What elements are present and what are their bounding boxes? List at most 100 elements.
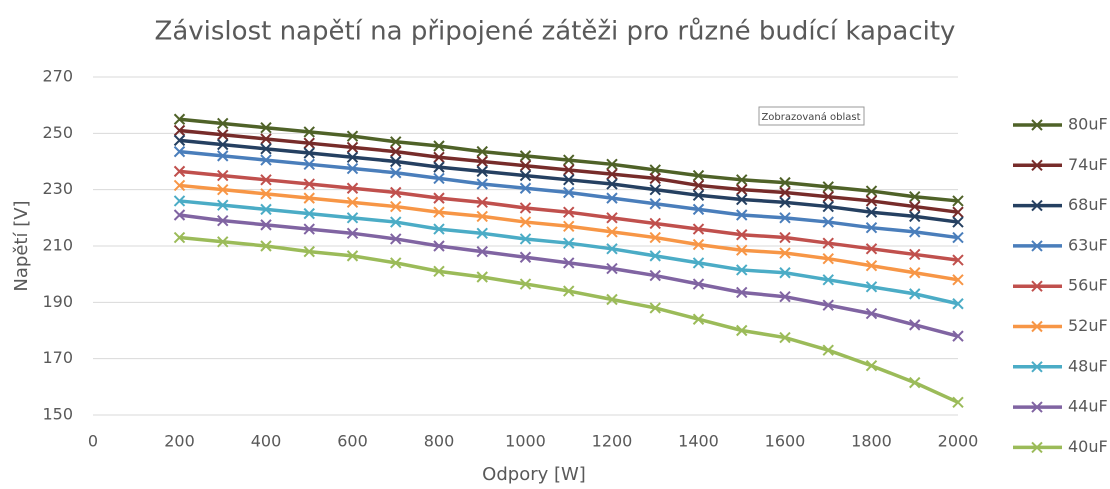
marker [692, 169, 705, 182]
marker [606, 158, 618, 171]
marker [952, 274, 964, 286]
marker [606, 192, 618, 204]
marker [779, 331, 791, 344]
marker [649, 164, 661, 176]
legend-label: 63uF [1068, 235, 1108, 254]
marker [433, 172, 445, 185]
series-line [179, 169, 959, 262]
marker [433, 223, 445, 235]
legend-marker [1031, 119, 1043, 131]
marker [822, 181, 834, 193]
marker [736, 193, 748, 206]
marker [173, 179, 186, 192]
marker [563, 220, 575, 232]
marker [173, 195, 186, 207]
marker [952, 195, 964, 207]
marker [173, 165, 186, 178]
marker [519, 169, 532, 182]
marker [217, 150, 229, 162]
marker [779, 290, 791, 303]
marker [649, 269, 661, 282]
marker [909, 248, 921, 261]
x-axis-label: Odpory [W] [482, 464, 586, 485]
legend-label: 56uF [1068, 276, 1108, 295]
marker [260, 154, 272, 166]
legend-label: 40uF [1068, 437, 1108, 456]
marker [865, 195, 878, 207]
marker [822, 252, 834, 265]
marker [390, 257, 402, 269]
x-tick-label: 2000 [938, 432, 979, 451]
marker [390, 186, 402, 199]
marker [217, 169, 229, 182]
marker [822, 200, 834, 213]
series-line [179, 213, 959, 338]
marker [433, 240, 445, 252]
marker [649, 183, 661, 196]
marker [736, 244, 748, 256]
legend-label: 74uF [1068, 155, 1108, 174]
legend-label: 80uF [1068, 115, 1108, 134]
marker [909, 376, 921, 389]
legend-marker [1031, 240, 1043, 252]
marker [303, 158, 315, 171]
marker [563, 257, 575, 269]
marker [822, 299, 834, 311]
marker [260, 133, 272, 145]
marker [173, 113, 186, 125]
marker [606, 262, 618, 275]
x-tick-label: 0 [88, 432, 98, 451]
marker [909, 267, 921, 279]
marker [390, 233, 402, 245]
marker [346, 162, 359, 175]
series-line [179, 199, 959, 306]
marker [390, 145, 402, 158]
marker [476, 196, 488, 209]
marker [606, 226, 618, 238]
marker [909, 210, 921, 223]
marker [563, 206, 575, 218]
marker [173, 124, 186, 137]
chart-title: Závislost napětí na připojené zátěži pro… [155, 17, 956, 47]
marker [260, 240, 272, 252]
annotation: Zobrazovaná oblast [761, 111, 860, 123]
marker [692, 257, 705, 269]
marker [606, 168, 618, 180]
legend-marker [1031, 320, 1043, 333]
marker [952, 396, 964, 409]
marker [692, 189, 705, 202]
marker [822, 191, 834, 203]
marker [952, 231, 964, 244]
marker [865, 206, 878, 218]
marker [476, 155, 488, 168]
legend-marker [1031, 199, 1043, 212]
marker [563, 174, 575, 186]
marker [563, 154, 575, 166]
legend-label: 48uF [1068, 356, 1108, 375]
marker [519, 150, 532, 162]
marker [779, 267, 791, 279]
marker [303, 207, 315, 220]
marker [476, 165, 488, 178]
marker [692, 238, 705, 251]
marker [865, 243, 878, 255]
marker [736, 174, 748, 186]
marker [779, 247, 791, 259]
marker [217, 199, 229, 211]
x-tick-label: 200 [164, 432, 195, 451]
marker [303, 178, 315, 190]
marker [736, 229, 748, 241]
marker [909, 200, 921, 213]
marker [909, 319, 921, 331]
marker [390, 155, 402, 168]
marker [649, 198, 661, 210]
marker [346, 130, 359, 142]
marker [173, 145, 186, 158]
marker [692, 278, 705, 290]
marker [519, 278, 532, 290]
x-tick-label: 1800 [851, 432, 892, 451]
marker [909, 191, 921, 203]
marker [736, 324, 748, 337]
marker [519, 160, 532, 172]
marker [433, 265, 445, 278]
